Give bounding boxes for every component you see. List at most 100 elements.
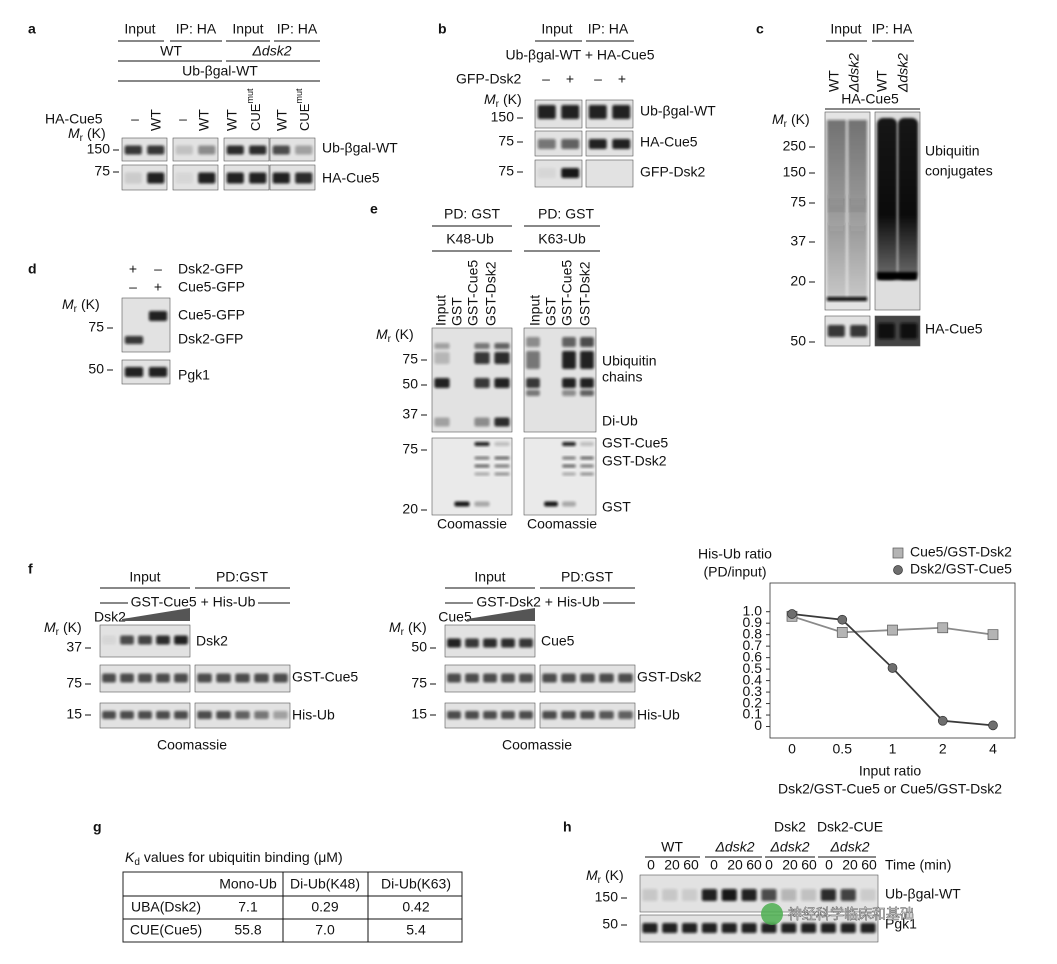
lane-sup: mut bbox=[245, 88, 255, 104]
blot-band bbox=[612, 139, 631, 149]
blot-band bbox=[249, 145, 267, 155]
label: Ub-βgal-WT bbox=[640, 103, 716, 119]
lane-label: WT bbox=[826, 70, 842, 92]
blot bbox=[121, 137, 168, 162]
blot-band bbox=[474, 442, 490, 446]
size-marker: 37 bbox=[790, 233, 806, 249]
blot-band bbox=[124, 145, 142, 155]
mr-r: r bbox=[496, 99, 500, 110]
blot-band bbox=[474, 501, 490, 507]
label: GST-Dsk2 bbox=[602, 453, 667, 469]
blot-band bbox=[249, 172, 267, 184]
lane-label: GST-Dsk2 bbox=[483, 261, 499, 326]
blot-band bbox=[562, 351, 576, 369]
blot bbox=[431, 437, 513, 516]
plot-frame bbox=[769, 582, 1016, 739]
size-marker: 50 bbox=[411, 639, 427, 655]
blot-band bbox=[501, 638, 515, 648]
blot-band bbox=[483, 638, 497, 648]
y-tick-label: 0.7 bbox=[743, 637, 763, 653]
legend-label: Dsk2/GST-Cue5 bbox=[910, 561, 1012, 577]
blot-band bbox=[447, 638, 461, 648]
size-marker: 150 bbox=[87, 141, 111, 157]
label: Δdsk2 bbox=[770, 839, 810, 855]
size-marker: 20 bbox=[790, 273, 806, 289]
label: – bbox=[129, 279, 137, 295]
blot-band bbox=[860, 889, 876, 901]
lane-label: Δdsk2 bbox=[895, 53, 911, 93]
legend-marker bbox=[892, 547, 904, 559]
size-marker: 150 bbox=[491, 109, 515, 125]
blot-band bbox=[562, 378, 576, 388]
data-point bbox=[988, 720, 998, 731]
blot-band bbox=[840, 923, 856, 933]
blot-band bbox=[537, 105, 556, 119]
size-marker: 75 bbox=[94, 163, 110, 179]
mr-m: M bbox=[68, 125, 80, 141]
blot-band bbox=[701, 889, 717, 901]
blot-band bbox=[519, 673, 533, 683]
blot-smear bbox=[898, 118, 918, 280]
label: GST-Dsk2 bbox=[637, 669, 702, 685]
time-label: 0 bbox=[765, 857, 773, 873]
blot-band bbox=[148, 311, 168, 321]
kd-rest: values for ubiquitin binding (μM) bbox=[144, 849, 343, 865]
lane-label: CUEmut bbox=[294, 88, 312, 131]
blot-band bbox=[295, 172, 313, 184]
time-label: 60 bbox=[801, 857, 817, 873]
mr-m: M bbox=[44, 619, 56, 635]
blot-band bbox=[801, 889, 817, 901]
label: Dsk2-CUE bbox=[817, 819, 883, 835]
blot-band bbox=[254, 711, 269, 719]
mr-r: r bbox=[80, 133, 84, 144]
mr-r: r bbox=[74, 304, 78, 315]
label: Ubiquitin bbox=[925, 143, 979, 159]
label: + bbox=[129, 261, 137, 277]
blot bbox=[523, 437, 597, 516]
panel-label: f bbox=[28, 561, 33, 577]
label: Input bbox=[124, 21, 155, 37]
label: PD: GST bbox=[444, 206, 500, 222]
blot-band bbox=[273, 673, 288, 683]
time-label: 20 bbox=[842, 857, 858, 873]
blot-band bbox=[494, 378, 510, 388]
blot-band bbox=[474, 472, 490, 476]
time-label: 60 bbox=[683, 857, 699, 873]
blot-band bbox=[434, 417, 450, 427]
table-cell: 55.8 bbox=[234, 922, 261, 938]
lane-label: Input bbox=[527, 295, 543, 326]
label: PD: GST bbox=[538, 206, 594, 222]
mr-r: r bbox=[56, 627, 60, 638]
size-marker: 75 bbox=[498, 133, 514, 149]
lane-main: CUE bbox=[297, 103, 312, 131]
blot-band bbox=[588, 139, 607, 149]
table-cell: CUE(Cue5) bbox=[130, 922, 202, 938]
y-axis-title: His-Ub ratio bbox=[698, 546, 772, 562]
lane-label: GST bbox=[543, 297, 559, 326]
size-marker: 75 bbox=[88, 319, 104, 335]
blot-band bbox=[138, 711, 152, 719]
blot-band bbox=[741, 923, 757, 933]
blot-band bbox=[124, 172, 142, 184]
blot-band bbox=[272, 145, 290, 155]
blot-band bbox=[483, 711, 497, 719]
blot-band bbox=[526, 390, 540, 396]
table-cell: 0.29 bbox=[311, 899, 338, 915]
size-marker: 20 bbox=[402, 501, 418, 517]
label: HA-Cue5 bbox=[45, 111, 103, 127]
blot-band bbox=[827, 325, 845, 337]
blot-band bbox=[174, 635, 188, 645]
blot-band bbox=[494, 352, 510, 364]
label: Input bbox=[232, 21, 263, 37]
label: K63-Ub bbox=[538, 231, 586, 247]
y-tick-label: 0 bbox=[754, 717, 762, 733]
blot-band bbox=[174, 673, 188, 683]
y-tick-label: 0.4 bbox=[743, 671, 763, 687]
size-marker: 150 bbox=[595, 889, 619, 905]
blot-band bbox=[701, 923, 717, 933]
label: IP: HA bbox=[176, 21, 217, 37]
blot-band bbox=[580, 711, 595, 719]
blot-band bbox=[562, 456, 576, 460]
blot-band bbox=[580, 390, 594, 396]
blot-band bbox=[216, 711, 231, 719]
